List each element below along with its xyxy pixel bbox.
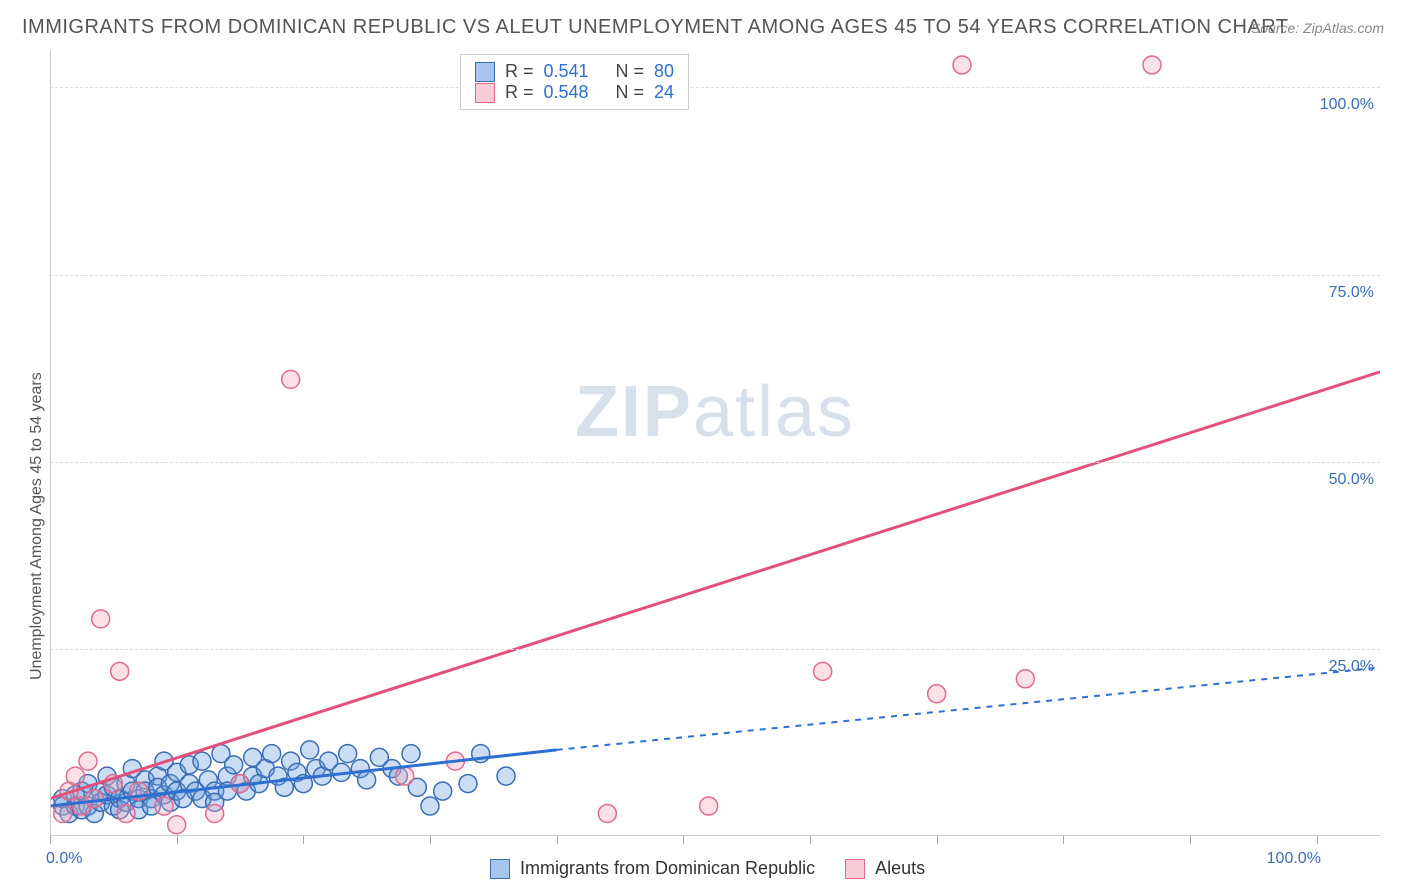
x-tick [683,836,684,844]
gridline [50,649,1380,650]
data-point [263,745,281,763]
data-point [1016,670,1034,688]
data-point [497,767,515,785]
data-point [396,767,414,785]
legend-r-value: 0.541 [544,61,606,82]
legend-series-item: Aleuts [845,858,925,879]
legend-r-label: R = [505,82,534,103]
y-axis [50,50,51,836]
x-tick [810,836,811,844]
data-point [1143,56,1161,74]
legend-swatch [475,62,495,82]
data-point [301,741,319,759]
data-point [85,790,103,808]
data-point [339,745,357,763]
legend-n-value: 24 [654,82,674,103]
y-tick-label: 25.0% [1329,658,1374,676]
gridline [50,275,1380,276]
data-point [459,775,477,793]
legend-correlation-row: R = 0.548 N = 24 [475,82,674,103]
data-point [54,805,72,823]
data-point [402,745,420,763]
legend-series: Immigrants from Dominican Republic Aleuts [490,858,925,879]
data-point [928,685,946,703]
legend-correlation-row: R = 0.541 N = 80 [475,61,674,82]
x-tick [50,836,51,844]
x-tick [430,836,431,844]
chart-title: IMMIGRANTS FROM DOMINICAN REPUBLIC VS AL… [22,16,1289,39]
x-tick [177,836,178,844]
y-tick-label: 50.0% [1329,471,1374,489]
legend-series-item: Immigrants from Dominican Republic [490,858,815,879]
x-tick [1190,836,1191,844]
data-point [111,662,129,680]
data-point [358,771,376,789]
plot-svg [50,50,1380,836]
legend-n-label: N = [616,61,645,82]
x-tick-label: 0.0% [46,850,82,868]
legend-r-label: R = [505,61,534,82]
legend-series-label: Aleuts [875,858,925,879]
legend-r-value: 0.548 [544,82,606,103]
data-point [117,805,135,823]
y-tick-label: 75.0% [1329,284,1374,302]
data-point [206,805,224,823]
x-axis [50,835,1380,836]
legend-swatch [475,83,495,103]
legend-n-value: 80 [654,61,674,82]
data-point [598,805,616,823]
trend-line [557,668,1380,750]
data-point [168,816,186,834]
data-point [282,370,300,388]
x-tick [1063,836,1064,844]
data-point [66,767,84,785]
data-point [193,752,211,770]
x-tick-label: 100.0% [1267,850,1321,868]
data-point [225,756,243,774]
data-point [434,782,452,800]
x-tick [557,836,558,844]
legend-series-label: Immigrants from Dominican Republic [520,858,815,879]
legend-swatch [490,859,510,879]
x-tick [1317,836,1318,844]
legend-n-label: N = [616,82,645,103]
data-point [155,797,173,815]
plot-area: ZIPatlas 25.0%50.0%75.0%100.0%0.0%100.0% [50,50,1380,836]
data-point [79,752,97,770]
data-point [953,56,971,74]
data-point [92,610,110,628]
y-axis-label: Unemployment Among Ages 45 to 54 years [28,372,46,680]
x-tick [303,836,304,844]
x-tick [937,836,938,844]
y-tick-label: 100.0% [1320,96,1374,114]
source-attribution: Source: ZipAtlas.com [1251,20,1384,36]
gridline [50,462,1380,463]
data-point [700,797,718,815]
legend-correlation-box: R = 0.541 N = 80 R = 0.548 N = 24 [460,54,689,110]
data-point [421,797,439,815]
data-point [814,662,832,680]
legend-swatch [845,859,865,879]
gridline [50,87,1380,88]
